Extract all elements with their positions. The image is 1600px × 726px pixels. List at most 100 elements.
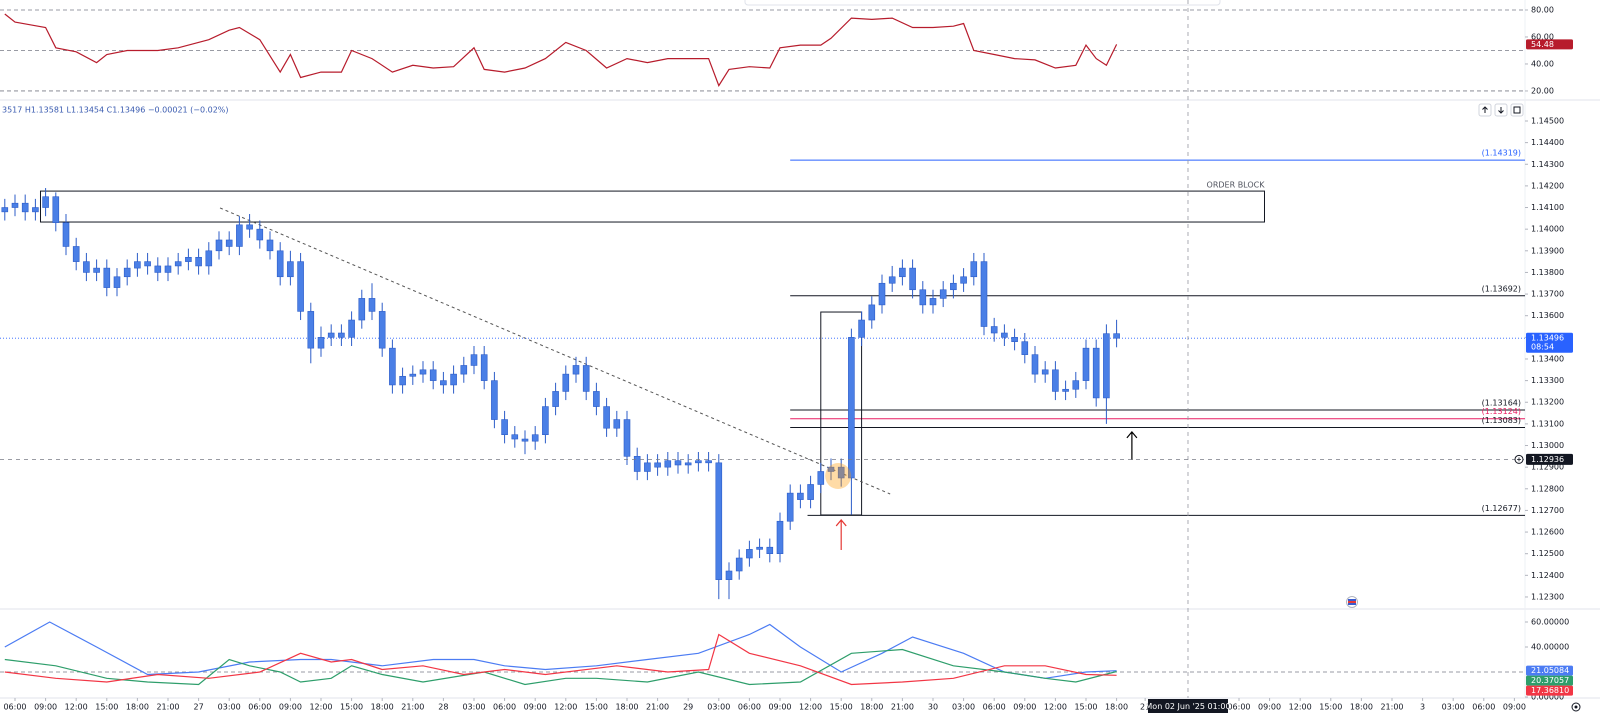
y-tick-label: 1.13900 [1531, 246, 1564, 255]
candle-body [1092, 347, 1100, 399]
arrow [1126, 430, 1138, 461]
x-tick-label: 21:00 [156, 703, 179, 712]
x-tick-label: 3 [1420, 703, 1425, 712]
candle-body [848, 337, 855, 479]
x-tick-label: 18:00 [1105, 703, 1128, 712]
candle-body [766, 546, 774, 554]
x-tick-label: 03:00 [218, 703, 241, 712]
candle-body [480, 354, 488, 381]
candle-body [542, 406, 549, 436]
x-tick-label: 21 [1140, 703, 1150, 712]
y-tick-label: 1.13600 [1531, 311, 1564, 320]
x-tick-label: 18:00 [615, 703, 638, 712]
y-tick-label: 1.12700 [1531, 506, 1564, 515]
candle-body [786, 492, 794, 522]
x-tick-label: 03:00 [707, 703, 730, 712]
candle-body [113, 276, 121, 288]
candle-body [93, 267, 100, 273]
candle-body [878, 282, 886, 306]
candle-body [215, 239, 223, 252]
candle-body [389, 347, 396, 386]
candle-body [797, 492, 804, 500]
candle-body [756, 546, 763, 550]
x-tick-label: 15:00 [830, 703, 853, 712]
y-tick-label: 1.14200 [1531, 181, 1564, 190]
x-tick-label: 06:00 [248, 703, 271, 712]
maximize-button[interactable] [1510, 103, 1524, 117]
candle-body [123, 267, 131, 278]
x-tick-label: 15:00 [1074, 703, 1097, 712]
candle-body [970, 261, 978, 278]
candle-body [552, 391, 559, 407]
y-tick-label: 1.14100 [1531, 203, 1564, 212]
candle-body [62, 222, 70, 247]
x-tick-label: 09:00 [1258, 703, 1281, 712]
x-tick-label: 09:00 [34, 703, 57, 712]
candle-body [888, 276, 896, 284]
candle-body [858, 319, 865, 338]
event-flag[interactable] [1346, 596, 1358, 608]
last-value-label: 21.05084 [1531, 666, 1569, 675]
y-tick-label: 1.13700 [1531, 290, 1564, 299]
y-tick-label: 1.13200 [1531, 398, 1564, 407]
crosshair-time-bg [1147, 699, 1228, 713]
x-tick-label: 06:00 [493, 703, 516, 712]
candle-body [623, 419, 631, 457]
candle-body [776, 520, 784, 554]
candle-body [572, 365, 580, 375]
x-tick-label: 21:00 [1380, 703, 1403, 712]
candle-body [980, 261, 988, 327]
toolbar-fragment[interactable] [744, 0, 1221, 6]
x-tick-label: 03:00 [1442, 703, 1465, 712]
last-value-label: 17.36810 [1531, 686, 1569, 695]
x-tick-label: 12:00 [1044, 703, 1067, 712]
candle-body [725, 570, 733, 580]
candle-body [950, 282, 957, 291]
candle-body [827, 466, 835, 472]
candle-body [990, 326, 998, 334]
price-level-label: (1.13124) [1482, 407, 1521, 416]
candle-body [746, 549, 753, 559]
candle-body [919, 289, 927, 306]
candle-body [287, 261, 294, 278]
candle-body [1, 207, 9, 213]
y-tick-label: 1.13300 [1531, 376, 1564, 385]
candle-body [817, 471, 825, 485]
candle-body [399, 375, 406, 386]
x-tick-label: 09:00 [768, 703, 791, 712]
y-tick-label: 1.12400 [1531, 571, 1564, 580]
crosshair-price-label-bg [1526, 453, 1573, 465]
candle-body [909, 267, 916, 291]
candle-body [378, 311, 386, 349]
current-price-label: 1.13496 [1531, 334, 1564, 343]
y-tick-label: 1.13000 [1531, 441, 1564, 450]
icon [1574, 705, 1578, 709]
candle-body [582, 365, 590, 392]
x-tick-label: 29 [683, 703, 693, 712]
x-tick-label: 18:00 [860, 703, 883, 712]
y-tick-label: 1.13800 [1531, 268, 1564, 277]
settings-icon[interactable] [1571, 702, 1581, 712]
series-line [4, 13, 1118, 87]
x-tick-label: 03:00 [952, 703, 975, 712]
x-tick-label: 15:00 [1319, 703, 1342, 712]
candle-body [236, 224, 243, 247]
x-tick-label: 18:00 [1350, 703, 1373, 712]
candle-body [1011, 337, 1018, 342]
candle-body [1062, 388, 1069, 392]
y-tick-label: 80.00 [1531, 5, 1554, 14]
last-value-label-bg [1526, 39, 1573, 50]
x-tick-label: 28 [438, 703, 448, 712]
candle-body [501, 419, 508, 436]
candle-body [633, 456, 641, 472]
series-line [4, 633, 1117, 686]
candle-body [134, 261, 141, 269]
y-tick-label: 20.00 [1531, 86, 1554, 95]
candle-body [644, 462, 651, 472]
trendline [219, 207, 891, 495]
x-tick-label: 06:00 [1227, 703, 1250, 712]
candle-body [695, 460, 702, 464]
x-tick-label: 06:00 [3, 703, 26, 712]
